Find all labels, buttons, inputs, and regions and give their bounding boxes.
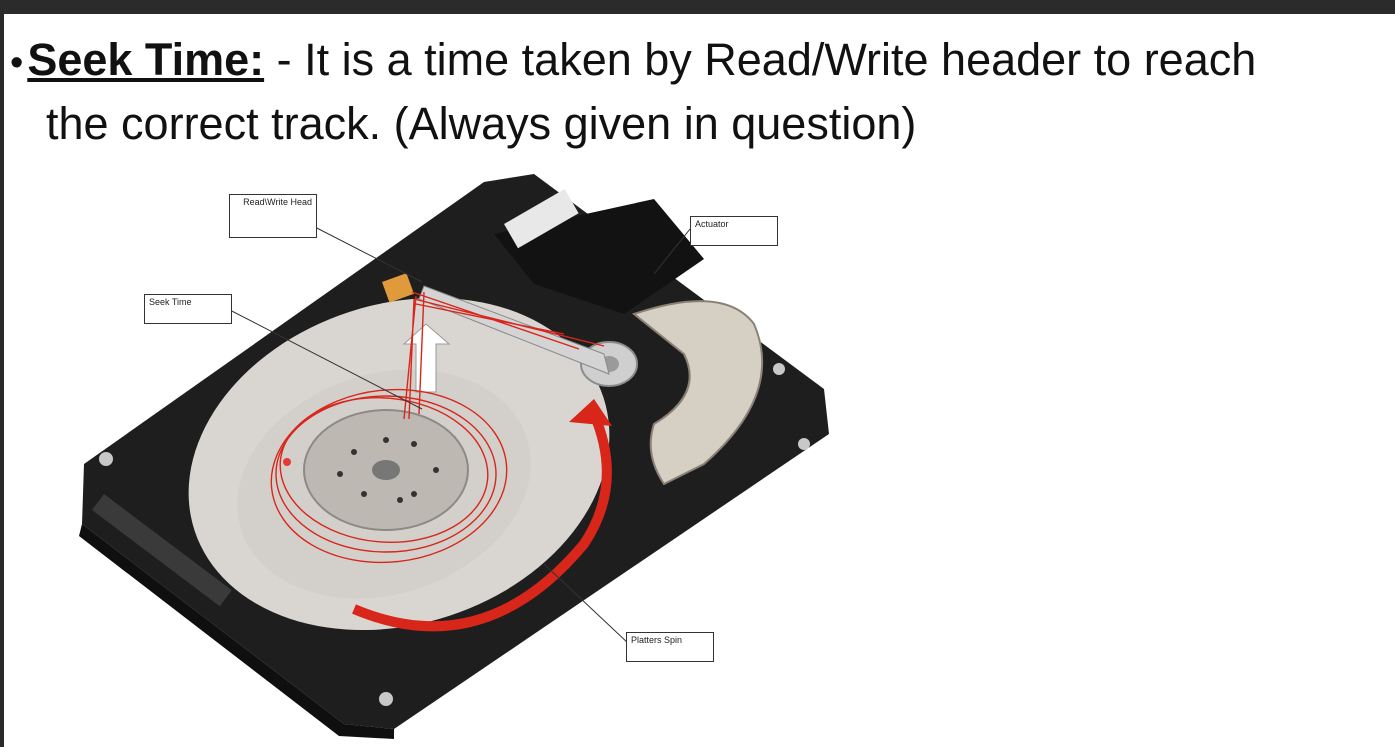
hard-disk-illustration — [79, 174, 829, 739]
spin-arrow-head — [569, 399, 612, 426]
head-slider — [382, 273, 414, 303]
callout-seek-time-label: Seek Time — [149, 297, 192, 307]
spindle-center — [372, 460, 400, 480]
connector — [91, 494, 232, 607]
callout-read-write-head: Read\Write Head — [229, 194, 317, 238]
annotation-scribbles — [270, 291, 605, 564]
term-seek-time: Seek Time: — [27, 34, 265, 85]
bullet-symbol: • — [10, 42, 24, 84]
screw — [379, 692, 393, 706]
hub-holes — [337, 437, 439, 503]
screw — [798, 438, 810, 450]
screw — [99, 452, 113, 466]
top-bar — [0, 0, 1395, 14]
callout-platters-spin: Platters Spin — [626, 632, 714, 662]
barcode-label — [504, 189, 579, 249]
callout-platters-spin-label: Platters Spin — [631, 635, 683, 645]
definition-line-2: the correct track. (Always given in ques… — [46, 98, 917, 149]
spin-arrow — [352, 412, 612, 632]
callout-seek-time: Seek Time — [144, 294, 232, 324]
slide: •Seek Time: - It is a time taken by Read… — [4, 14, 1395, 747]
bullet-line-1: •Seek Time: - It is a time taken by Read… — [10, 28, 1256, 95]
callout-read-write-head-label: Read\Write Head — [243, 197, 312, 207]
callout-actuator: Actuator — [690, 216, 778, 246]
callout-actuator-label: Actuator — [695, 219, 729, 229]
definition-line-1: - It is a time taken by Read/Write heade… — [264, 34, 1257, 85]
callout-leaders — [223, 223, 691, 645]
voice-coil — [631, 300, 764, 486]
hard-disk-figure: Read\Write Head Actuator Seek Time Platt… — [64, 164, 844, 739]
screw — [773, 363, 785, 375]
laser-pointer-dot — [283, 458, 291, 466]
